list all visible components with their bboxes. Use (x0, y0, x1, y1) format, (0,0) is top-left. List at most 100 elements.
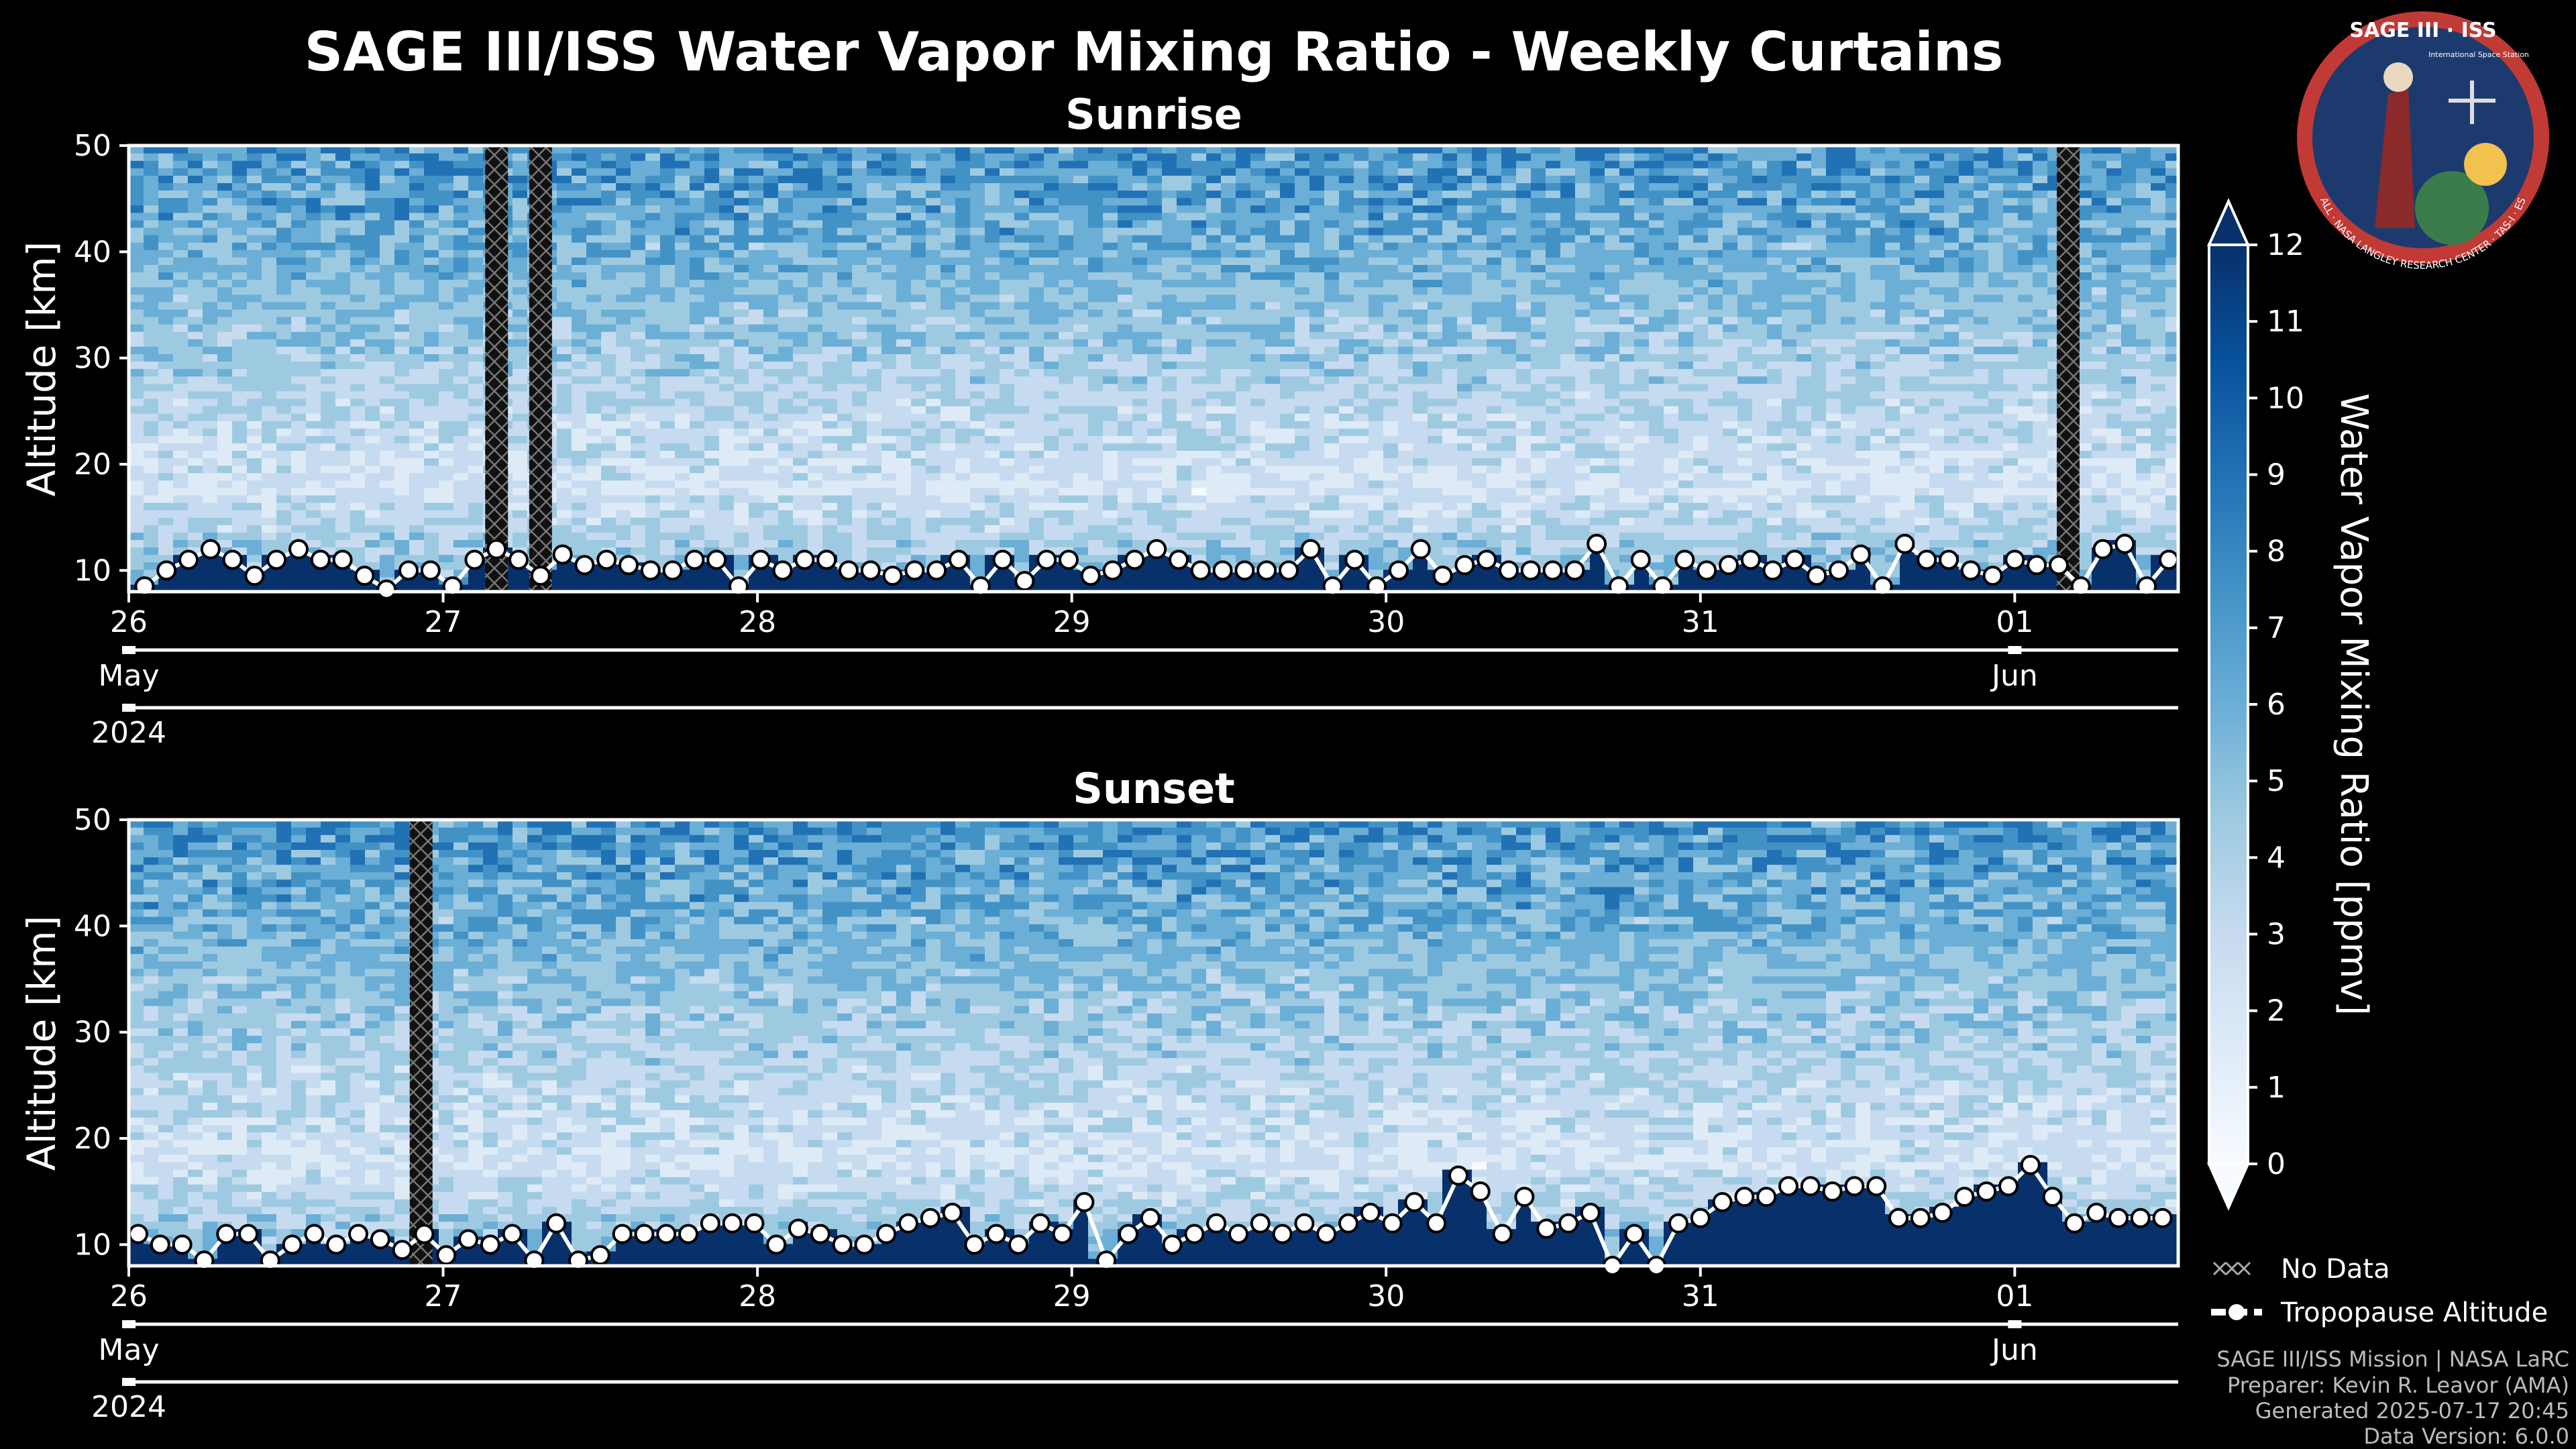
colorbar-tick-label: 6 (2267, 688, 2286, 722)
sunrise-x-ticks: 26 27 28 29 30 31 01 May Jun 2024 (91, 592, 2178, 750)
sunset-tropopause-point (1382, 1213, 1403, 1234)
sunset-panel-title: Sunset (1073, 764, 1235, 813)
sunset-tropopause-point (1778, 1176, 1799, 1197)
sunset-tropopause-point (1844, 1176, 1865, 1197)
sunset-tropopause-point (1272, 1224, 1293, 1244)
sunset-tropopause-point (810, 1224, 830, 1244)
sunrise-no-data-column (485, 146, 508, 592)
sunset-tropopause-point (1294, 1213, 1315, 1234)
sunset-tropopause-point (348, 1224, 369, 1244)
sunrise-tropopause-point (619, 555, 639, 576)
sunrise-tropopause-point (1718, 555, 1739, 576)
sunset-tropopause-point (1140, 1208, 1161, 1228)
y-tick-label: 40 (74, 235, 111, 269)
sunset-tropopause-point (1932, 1202, 1953, 1223)
colorbar-extend-top (2206, 198, 2251, 246)
sunrise-tropopause-point (1828, 560, 1849, 581)
sunrise-tropopause-point (596, 549, 617, 570)
logo-moon (2464, 143, 2507, 186)
sunset-tropopause-point (1580, 1202, 1601, 1223)
sunset-tropopause-point (1008, 1234, 1029, 1255)
x-tick-label: 28 (739, 605, 776, 639)
colorbar-tick-label: 11 (2267, 305, 2304, 339)
sunrise-tropopause-point (354, 566, 375, 586)
sunset-tropopause-point (238, 1224, 259, 1244)
sunrise-tropopause-point (530, 566, 551, 586)
sunrise-tropopause-point (1938, 549, 1959, 570)
sunrise-tropopause-point (1124, 549, 1145, 570)
sunset-tropopause-point (1338, 1213, 1359, 1234)
sunrise-tropopause-point (1982, 566, 2003, 586)
legend-tropopause-label: Tropopause Altitude (2280, 1297, 2548, 1328)
sunrise-tropopause-point (838, 560, 859, 581)
sunrise-tropopause-point (398, 560, 419, 581)
sunrise-tropopause-point (486, 539, 507, 559)
colorbar-tick-label: 5 (2267, 764, 2286, 798)
sunrise-tropopause-point (992, 549, 1013, 570)
x-tick-label: 30 (1367, 1279, 1405, 1313)
sunset-heatmap (129, 820, 2178, 1266)
sunrise-tropopause-point (1454, 555, 1475, 576)
colorbar-tick-label: 8 (2267, 535, 2286, 569)
credit-line-1: SAGE III/ISS Mission | NASA LaRC (2216, 1346, 2569, 1372)
sunrise-tropopause-point (1300, 539, 1321, 559)
sunrise-tropopause-point (2004, 549, 2025, 570)
sunrise-tropopause-point (266, 549, 287, 570)
sunrise-heatmap (129, 146, 2178, 592)
sunrise-tropopause-point (376, 579, 397, 600)
sunset-x-ticks: 26 27 28 29 30 31 01 May Jun 2024 (91, 1266, 2178, 1424)
colorbar-tick-label: 4 (2267, 841, 2286, 875)
sunset-tropopause-point (304, 1224, 325, 1244)
sunset-tropopause-point (854, 1234, 875, 1255)
sunrise-tropopause-point (1190, 560, 1211, 581)
sunset-tropopause-point (1492, 1224, 1513, 1244)
x-tick-label: 31 (1682, 605, 1719, 639)
sunset-tropopause-point (1426, 1213, 1447, 1234)
sunset-tropopause-point (1734, 1187, 1755, 1208)
sunset-tropopause-point (1866, 1176, 1887, 1197)
sunset-tropopause-point (964, 1234, 985, 1255)
sunrise-tropopause-point (926, 560, 947, 581)
sunrise-tropopause-point (508, 549, 529, 570)
sunrise-no-data-column (2057, 146, 2080, 592)
colorbar-tick-label: 3 (2267, 918, 2286, 952)
logo-figure-icon (2375, 87, 2415, 228)
sunset-tropopause-point (1316, 1224, 1337, 1244)
sunrise-axes-frame (127, 144, 2180, 594)
sunrise-y-ticks: 10 20 30 40 50 (74, 129, 129, 588)
sunset-tropopause-point (1800, 1176, 1821, 1197)
sunset-tropopause-point (414, 1224, 435, 1244)
sunset-tropopause-point (766, 1234, 787, 1255)
sunrise-tropopause-point (244, 566, 265, 586)
sunrise-tropopause-point (178, 549, 199, 570)
sunrise-tropopause-point (640, 560, 661, 581)
colorbar-extend-bottom (2206, 1163, 2251, 1211)
sunrise-tropopause-point (1740, 549, 1761, 570)
sunrise-tropopause-point (1410, 539, 1431, 559)
sunset-tropopause-point (876, 1224, 897, 1244)
sunrise-tropopause-point (2027, 555, 2047, 576)
sunrise-tropopause-point (1256, 560, 1277, 581)
logo-small-text: International Space Station (2428, 50, 2529, 59)
sunset-tropopause-point (2152, 1208, 2173, 1228)
sunset-tropopause-point (1250, 1213, 1271, 1234)
sunset-tropopause-point (216, 1224, 237, 1244)
sunrise-tropopause-point (794, 549, 815, 570)
colorbar-tick-label: 7 (2267, 611, 2286, 645)
sunrise-tropopause-point (1807, 566, 1827, 586)
legend-no-data-label: No Data (2281, 1254, 2390, 1285)
sunrise-tropopause-point (1894, 533, 1915, 554)
sunrise-marks (134, 146, 2179, 600)
sunset-tropopause-point (744, 1213, 765, 1234)
sunset-tropopause-point (370, 1229, 390, 1250)
legend: No Data Tropopause Altitude (2211, 1254, 2548, 1328)
sunrise-tropopause-point (1212, 560, 1233, 581)
month-label: May (99, 659, 160, 693)
sunset-tropopause-point (722, 1213, 743, 1234)
sunrise-tropopause-point (1014, 571, 1035, 592)
sunset-tropopause-point (458, 1229, 479, 1250)
y-tick-label: 20 (74, 447, 111, 482)
sunrise-y-axis-label: Altitude [km] (19, 241, 64, 496)
